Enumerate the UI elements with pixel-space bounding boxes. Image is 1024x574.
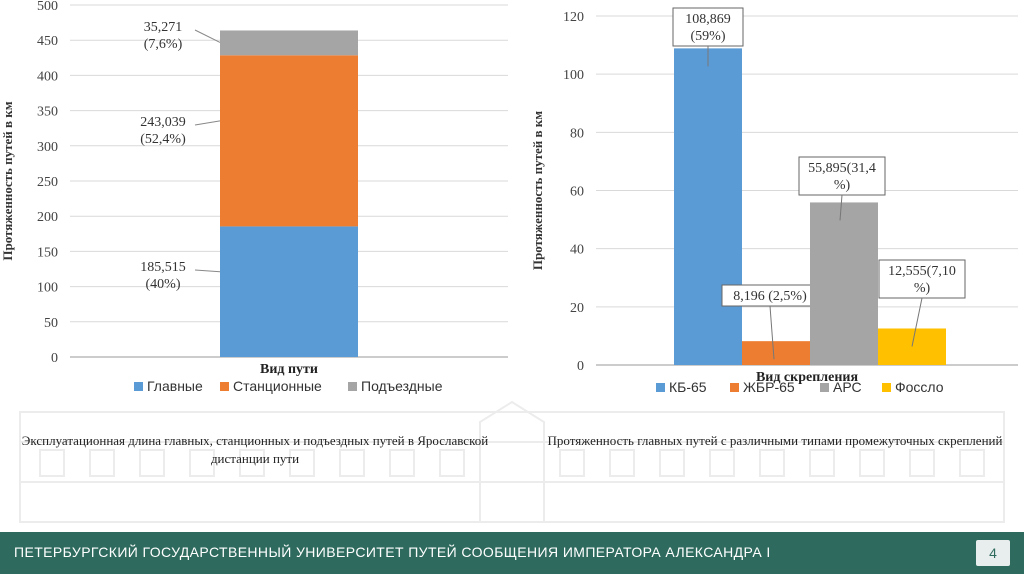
stacked-bar-segment [220,226,358,357]
legend-label: АРС [833,379,862,395]
y-axis-label: Протяженность путей в км [0,101,15,260]
data-label: 55,895(31,4 [808,161,876,176]
data-label-leader [194,120,221,126]
legend-swatch [134,382,143,391]
y-tick-label: 80 [570,126,584,141]
y-tick-label: 60 [570,185,584,200]
legend-swatch [730,383,739,392]
data-label-box [798,156,886,196]
data-label: %) [834,178,851,193]
y-tick-label: 50 [44,316,58,331]
fastening-type-bar-chart: 0 20 40 60 80 100 120 Протяженность путей в км В… [530,7,1018,395]
legend-label: Станционные [233,378,322,394]
data-label-leader [839,194,843,221]
data-label: (52,4%) [140,132,186,147]
legend-label: ЖБР-65 [743,379,795,395]
legend-label: Подъездные [361,378,443,394]
bar [878,328,946,365]
y-tick-label: 0 [577,359,584,374]
track-length-stacked-chart: 0 50 100 150 200 250 300 350 400 450 500 Протяженно… [0,0,508,394]
stacked-bar-segment [220,30,358,56]
y-tick-label: 200 [37,210,58,225]
data-label: 185,515 [140,260,186,275]
legend-swatch [820,383,829,392]
data-label: 35,271 [144,20,183,35]
y-tick-label: 20 [570,301,584,316]
data-label-leader [194,29,221,43]
y-tick-label: 400 [37,69,58,84]
y-tick-label: 500 [37,0,58,14]
y-axis-label: Протяженность путей в км [530,111,545,270]
y-tick-label: 120 [563,10,584,25]
y-tick-label: 450 [37,34,58,49]
bar [810,202,878,365]
x-axis-label: Вид скрепления [756,370,859,385]
y-tick-label: 150 [37,245,58,260]
y-tick-label: 40 [570,243,584,258]
legend-swatch [220,382,229,391]
legend-swatch [882,383,891,392]
legend-label: КБ-65 [669,379,707,395]
data-label: 108,869 [685,12,731,27]
legend-label: Фоссло [895,379,944,395]
data-label-leader [194,269,221,273]
y-tick-label: 250 [37,175,58,190]
bar [742,341,810,365]
data-label: (40%) [146,277,181,292]
data-label: 12,555(7,10 [888,264,956,279]
page-number: 4 [976,540,1010,566]
data-label-leader [911,297,923,347]
caption-right: Протяженность главных путей с различными… [547,433,1003,448]
legend-swatch [348,382,357,391]
data-label: (59%) [691,29,726,44]
y-tick-label: 100 [37,281,58,296]
footer-bar: ПЕТЕРБУРГСКИЙ ГОСУДАРСТВЕННЫЙ УНИВЕРСИТЕ… [0,532,1024,574]
legend-swatch [656,383,665,392]
building-watermark [19,400,1005,523]
y-tick-label: 100 [563,68,584,83]
data-label: 8,196 (2,5%) [733,289,807,304]
data-label-leader [769,305,775,360]
stacked-bar-segment [220,55,358,227]
bar [674,48,742,366]
data-label: 243,039 [140,115,186,130]
data-label: %) [914,281,931,296]
university-title: ПЕТЕРБУРГСКИЙ ГОСУДАРСТВЕННЫЙ УНИВЕРСИТЕ… [14,544,771,560]
y-tick-label: 300 [37,140,58,155]
data-label-box [878,259,966,299]
data-label: (7,6%) [144,37,183,52]
y-tick-label: 0 [51,351,58,366]
legend-label: Главные [147,378,203,394]
caption-left: Эксплуатационная длина главных, станцион… [21,433,489,466]
y-tick-label: 350 [37,105,58,120]
x-axis-label: Вид пути [260,362,318,377]
data-label-box [672,7,744,47]
